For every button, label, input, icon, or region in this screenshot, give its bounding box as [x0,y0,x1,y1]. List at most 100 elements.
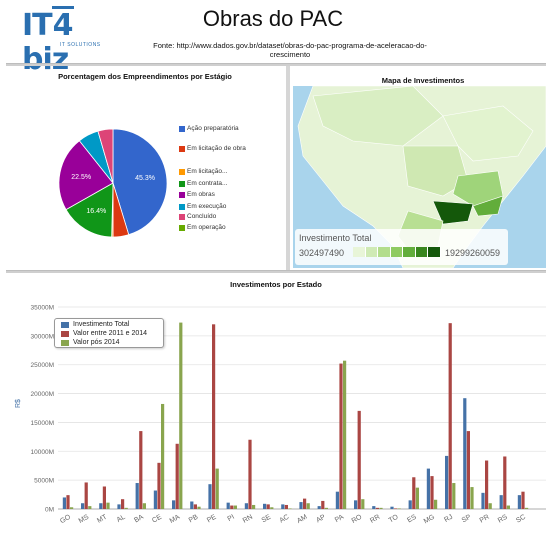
bar-rn-series-2[interactable] [248,439,252,509]
bar-sp-series-3[interactable] [470,487,474,509]
bar-ce-series-3[interactable] [161,403,165,509]
bar-ro-series-1[interactable] [354,500,358,509]
bar-am-series-1[interactable] [299,502,303,509]
bar-sp-series-1[interactable] [463,398,467,509]
bar-am-series-3[interactable] [306,503,310,509]
bar-pe-series-3[interactable] [215,468,219,509]
bar-legend-item[interactable]: Investimento Total [61,321,129,328]
pie-slice-7[interactable] [97,128,114,184]
map-legend: Investimento Total 302497490 19299260059 [295,229,508,265]
bar-pi-series-2[interactable] [230,505,234,509]
x-tick-label: SE [261,514,273,525]
bar-rs-series-3[interactable] [506,505,510,509]
bar-es-series-2[interactable] [412,477,416,509]
bar-pa-series-3[interactable] [343,360,347,509]
bar-rj-series-1[interactable] [445,455,449,509]
bar-rn-series-3[interactable] [252,504,256,509]
bar-pa-series-2[interactable] [339,363,343,509]
bar-ce-series-2[interactable] [157,462,161,509]
bar-legend[interactable]: Investimento Total Valor entre 2011 e 201… [54,318,164,348]
bar-pa-series-1[interactable] [335,491,339,509]
bar-ba-series-3[interactable] [142,503,146,509]
bar-pi-series-1[interactable] [226,502,230,509]
bar-al-series-2[interactable] [121,499,125,509]
bar-rn-series-1[interactable] [244,503,248,509]
bar-rr-series-3[interactable] [379,507,383,509]
pie-slice-4[interactable] [65,182,114,238]
bar-ap-series-3[interactable] [324,507,328,509]
pie-legend-label: Ação preparatória [187,125,239,132]
bar-sc-series-1[interactable] [517,495,521,509]
bar-ro-series-2[interactable] [357,410,361,509]
bar-mg-series-1[interactable] [426,468,430,509]
bar-ms-series-3[interactable] [88,506,92,509]
bar-sc-series-3[interactable] [525,507,529,509]
bar-pb-series-1[interactable] [190,501,194,509]
bar-mt-series-1[interactable] [99,503,103,509]
bar-rj-series-3[interactable] [452,483,456,509]
pie-legend-item[interactable]: Em obras [179,191,257,199]
bar-ce-series-1[interactable] [153,490,157,509]
pie-legend-item[interactable]: Ação preparatória [179,125,257,133]
bar-ms-series-1[interactable] [81,503,85,509]
bar-go-series-2[interactable] [66,495,70,509]
bar-go-series-3[interactable] [70,507,74,509]
bar-ma-series-3[interactable] [179,322,183,509]
bar-legend-item[interactable]: Valor entre 2011 e 2014 [61,330,147,337]
bar-se-series-2[interactable] [266,504,270,509]
bar-mg-series-2[interactable] [430,476,434,509]
bar-to-series-3[interactable] [397,508,401,509]
bar-rs-series-2[interactable] [503,456,507,509]
bar-legend-item[interactable]: Valor pós 2014 [61,339,120,346]
bar-pb-series-3[interactable] [197,506,201,509]
bar-ma-series-2[interactable] [175,443,179,509]
bar-pr-series-1[interactable] [481,492,485,509]
bar-sc-series-2[interactable] [521,491,525,509]
bar-ba-series-1[interactable] [135,483,139,509]
bar-ro-series-3[interactable] [361,499,365,509]
bar-pr-series-2[interactable] [485,460,489,509]
pie-legend-item[interactable]: Em licitação de obra [179,145,257,153]
bar-se-series-3[interactable] [270,507,274,509]
bar-sp-series-2[interactable] [466,431,470,509]
bar-rj-series-2[interactable] [448,323,452,509]
pie-legend-item[interactable]: Em contrata... [179,180,257,188]
bar-se-series-1[interactable] [263,503,267,509]
bar-es-series-3[interactable] [415,487,419,509]
bar-pe-series-2[interactable] [212,324,216,509]
pie-slice-5[interactable] [58,140,114,211]
bar-es-series-1[interactable] [408,500,412,509]
bar-pb-series-2[interactable] [193,504,197,509]
bar-to-series-1[interactable] [390,506,394,509]
pie-legend-item[interactable]: Concluído [179,213,257,221]
bar-ac-series-3[interactable] [288,508,292,509]
bar-ap-series-1[interactable] [317,506,321,509]
bar-ms-series-2[interactable] [84,482,88,509]
bar-al-series-3[interactable] [124,507,128,509]
bar-rr-series-2[interactable] [375,507,379,509]
bar-ac-series-2[interactable] [284,504,288,509]
bar-rr-series-1[interactable] [372,506,376,509]
bar-go-series-1[interactable] [62,497,66,509]
pie-legend-item[interactable]: Em execução [179,203,257,211]
pie-data-label: 22.5% [71,174,91,181]
bar-pi-series-3[interactable] [233,505,237,509]
bar-mt-series-2[interactable] [102,486,106,509]
bar-ap-series-2[interactable] [321,500,325,509]
pie-slice-1[interactable] [112,128,168,236]
bar-al-series-1[interactable] [117,504,121,509]
bar-to-series-2[interactable] [394,508,398,509]
map-color-scale [353,247,442,257]
bar-pr-series-3[interactable] [488,503,492,509]
pie-legend-item[interactable]: Em operação [179,224,257,232]
bar-am-series-2[interactable] [303,498,307,509]
pie-legend-item[interactable]: Em licitação... [179,168,257,176]
x-tick-label: PR [479,514,491,525]
bar-ba-series-2[interactable] [139,431,143,509]
bar-mt-series-3[interactable] [106,502,110,509]
bar-ac-series-1[interactable] [281,504,285,509]
bar-pe-series-1[interactable] [208,484,212,509]
bar-rs-series-1[interactable] [499,495,503,509]
bar-ma-series-1[interactable] [172,500,176,509]
bar-mg-series-3[interactable] [434,499,438,509]
